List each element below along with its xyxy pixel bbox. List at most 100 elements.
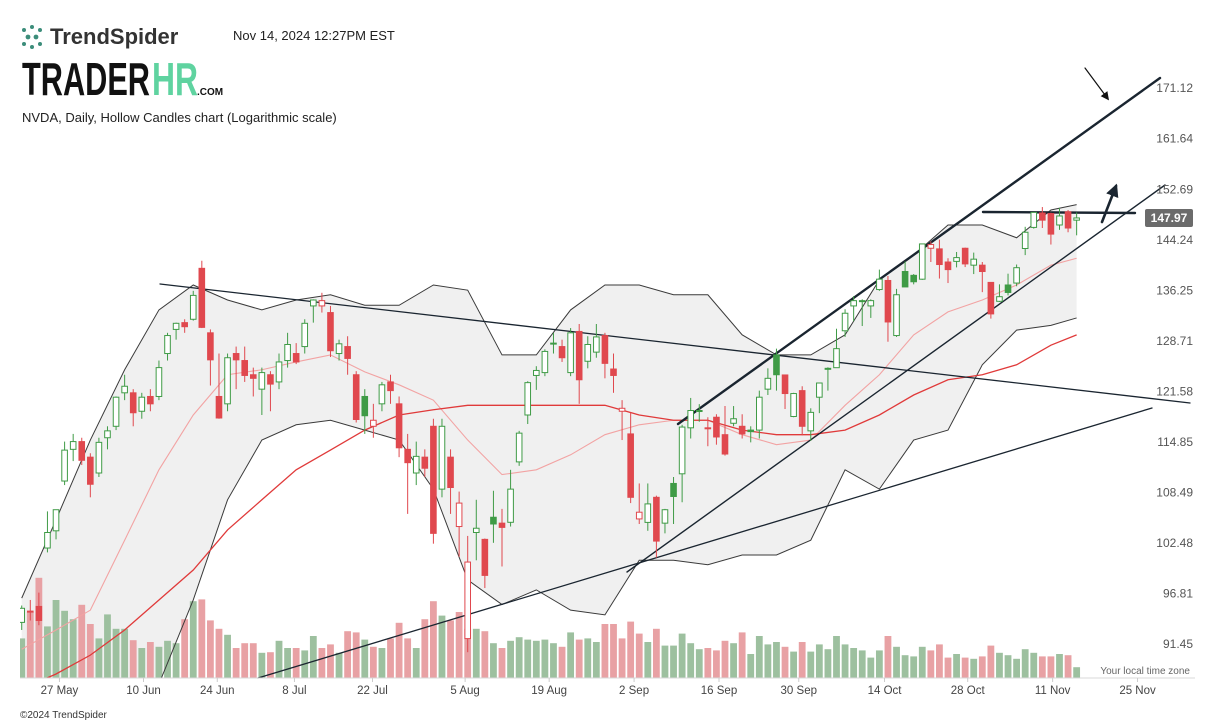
volume-bar xyxy=(318,648,326,678)
volume-bar xyxy=(472,628,480,678)
arrow-annotation xyxy=(1100,183,1119,224)
candle-body xyxy=(773,354,780,376)
candle-body xyxy=(970,258,978,266)
candle-body xyxy=(472,527,480,534)
volume-bar xyxy=(309,636,317,678)
candle-body xyxy=(249,374,257,379)
logo-dot xyxy=(33,34,39,40)
y-tick-label: 144.24 xyxy=(1156,233,1193,247)
candle-body xyxy=(593,336,600,353)
volume-bar xyxy=(481,631,489,678)
volume-bar xyxy=(1021,649,1029,678)
candle-body xyxy=(498,522,506,528)
volume-bar xyxy=(146,642,154,678)
candle-body xyxy=(678,426,686,475)
candle-body xyxy=(524,382,532,416)
x-tick-label: 5 Aug xyxy=(450,685,479,697)
candle-body xyxy=(198,267,206,328)
volume-bar xyxy=(987,645,995,678)
volume-bar xyxy=(824,649,832,678)
candle-body xyxy=(95,441,103,474)
volume-bar xyxy=(558,646,566,678)
volume-bar xyxy=(541,639,549,678)
volume-bar xyxy=(798,642,806,678)
candle-body xyxy=(395,403,403,449)
x-tick-label: 28 Oct xyxy=(951,685,986,697)
volume-bar xyxy=(815,644,823,678)
volume-bar xyxy=(464,628,472,678)
candle-body xyxy=(790,393,797,417)
candle-body xyxy=(730,418,737,424)
volume-bar xyxy=(532,640,540,678)
volume-bar xyxy=(944,657,952,678)
volume-bar xyxy=(447,620,454,678)
x-tick-label: 14 Oct xyxy=(868,685,903,697)
volume-bar xyxy=(867,657,875,678)
candle-body xyxy=(481,538,489,576)
moving-average xyxy=(21,257,1077,650)
volume-bar xyxy=(747,654,755,678)
candle-body xyxy=(112,396,120,427)
volume-bar xyxy=(95,638,103,678)
candle-body xyxy=(1030,211,1038,228)
x-tick-label: 22 Jul xyxy=(357,685,388,697)
x-tick-label: 19 Aug xyxy=(531,685,567,697)
watermark-main: TRADER xyxy=(22,53,150,105)
candle-body xyxy=(850,300,857,307)
chart-title: NVDA, Daily, Hollow Candles chart (Logar… xyxy=(22,110,337,125)
volume-bar xyxy=(524,639,532,678)
volume-bar xyxy=(284,648,291,678)
candle-body xyxy=(1021,231,1029,250)
candle-body xyxy=(507,488,514,523)
candle-body xyxy=(147,395,154,405)
x-tick-label: 16 Sep xyxy=(701,685,737,697)
candle-body xyxy=(550,342,557,345)
candle-body xyxy=(490,516,497,525)
candle-body xyxy=(335,343,343,355)
volume-bar xyxy=(550,643,557,678)
logo-dot xyxy=(30,45,34,49)
candle-body xyxy=(764,377,772,390)
candle-body xyxy=(412,455,420,474)
volume-bar xyxy=(129,640,137,678)
candle-body xyxy=(756,396,763,431)
candle-body xyxy=(687,410,694,429)
candle-body xyxy=(567,332,574,374)
volume-bar xyxy=(61,610,68,678)
candle-body xyxy=(241,360,249,376)
volume-bar xyxy=(1004,655,1012,678)
axes: 91.45 96.81 102.48 108.49 114.85 121.58 128.71… xyxy=(41,81,1194,697)
candle-body xyxy=(1047,213,1055,235)
volume-bar xyxy=(807,651,815,678)
volume-bar xyxy=(155,646,163,678)
x-tick-label: 8 Jul xyxy=(282,685,306,697)
candle-body xyxy=(867,300,875,307)
candle-body xyxy=(961,247,969,265)
last-price-tag xyxy=(1145,208,1193,227)
volume-bar xyxy=(893,646,900,678)
volume-bar xyxy=(584,638,592,678)
volume-bar xyxy=(412,648,420,678)
volume-bar xyxy=(1013,658,1021,678)
volume-bar xyxy=(1038,656,1046,678)
y-tick-label: 96.81 xyxy=(1163,587,1193,601)
volume-bar xyxy=(215,628,223,678)
volume-bar xyxy=(936,644,943,678)
footer: ©2024 TrendSpider xyxy=(20,710,108,721)
volume-bar xyxy=(1030,652,1038,678)
volume-bar xyxy=(189,601,197,678)
x-tick-label: 10 Jun xyxy=(126,685,161,697)
candle-body xyxy=(430,425,437,534)
candle-body xyxy=(575,330,583,381)
volume-bar xyxy=(661,645,669,678)
candle-body xyxy=(644,503,652,523)
volume-layer xyxy=(20,577,1081,678)
volume-bar xyxy=(833,636,840,678)
volume-bar xyxy=(730,643,737,678)
volume-bar xyxy=(369,646,377,678)
x-tick-label: 27 May xyxy=(41,685,79,697)
volume-bar xyxy=(327,644,334,678)
volume-bar xyxy=(421,619,429,678)
candle-body xyxy=(901,271,909,288)
y-tick-label: 161.64 xyxy=(1156,132,1193,146)
